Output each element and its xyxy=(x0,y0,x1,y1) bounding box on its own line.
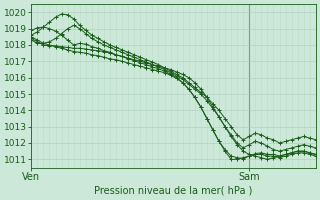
X-axis label: Pression niveau de la mer( hPa ): Pression niveau de la mer( hPa ) xyxy=(94,186,253,196)
